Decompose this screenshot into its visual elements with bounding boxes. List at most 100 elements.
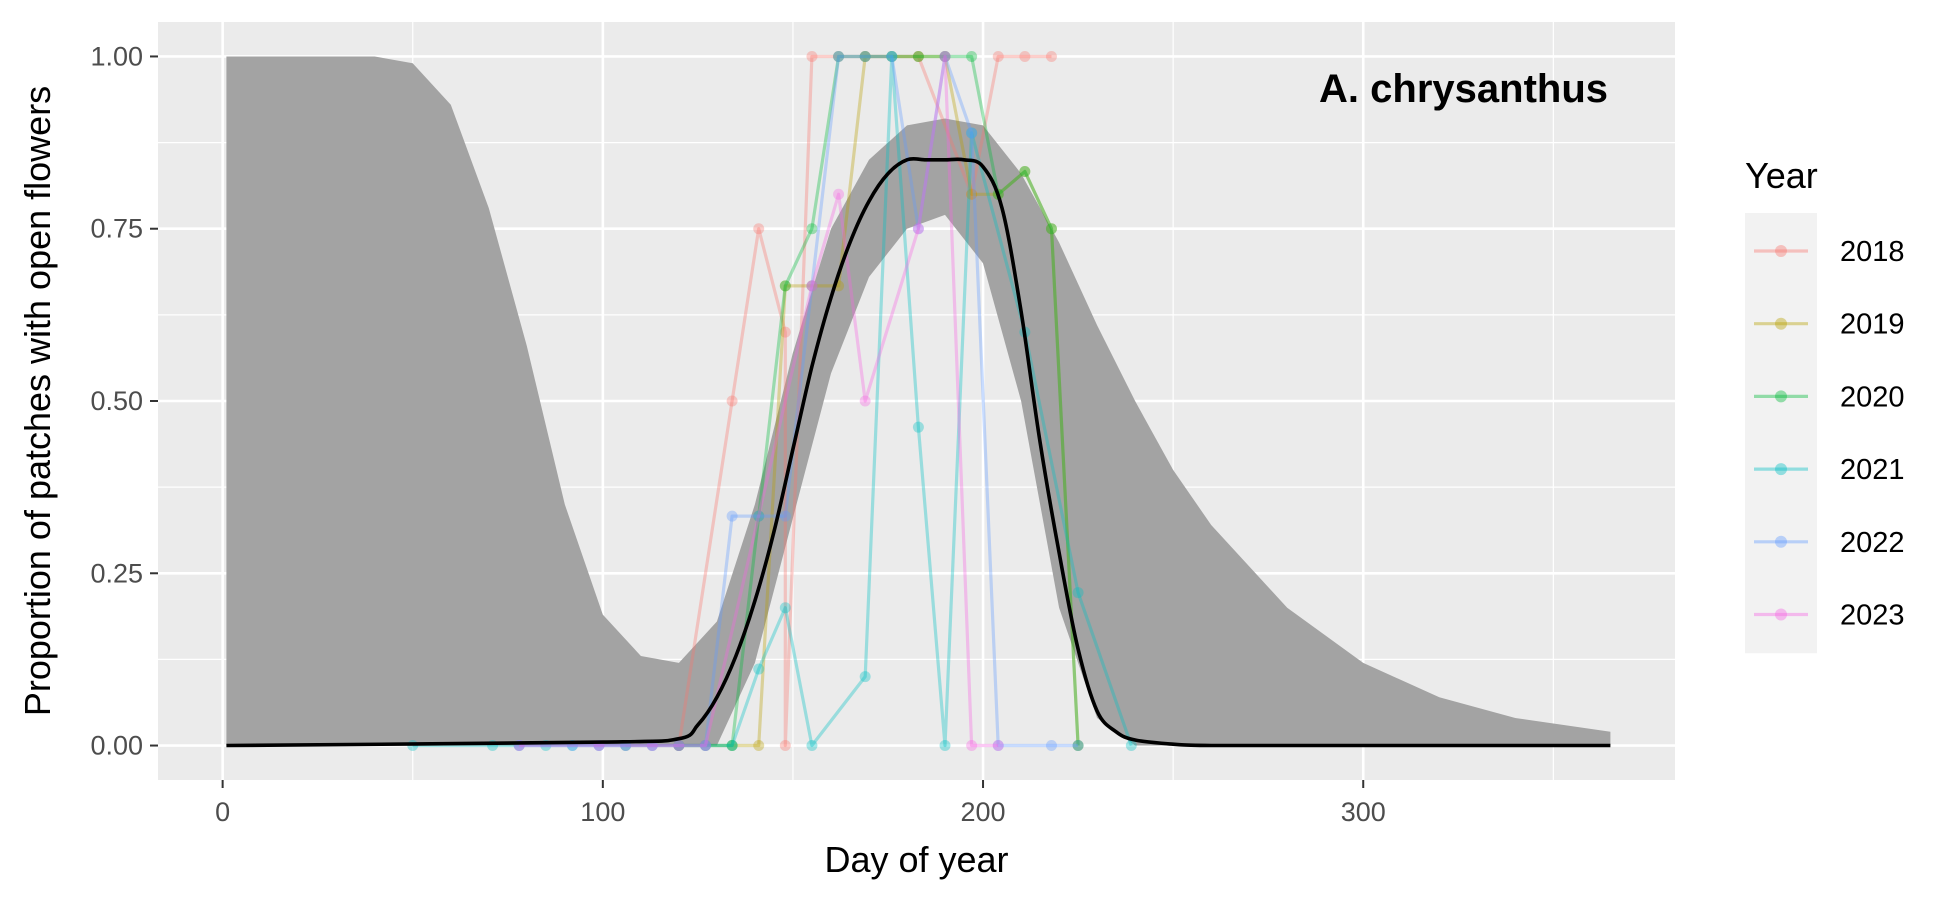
legend-key-background bbox=[1745, 213, 1817, 654]
y-tick-label: 0.75 bbox=[90, 214, 143, 244]
data-point-2021 bbox=[1125, 740, 1137, 752]
data-point-2022 bbox=[779, 510, 791, 522]
data-point-2018 bbox=[859, 50, 871, 62]
data-point-2020 bbox=[726, 740, 738, 752]
data-point-2019 bbox=[779, 280, 791, 292]
x-axis: 0 100 200 300 bbox=[215, 780, 1386, 827]
data-point-2020 bbox=[1045, 223, 1057, 235]
data-point-2020 bbox=[886, 50, 898, 62]
species-annotation: A. chrysanthus bbox=[1319, 67, 1608, 111]
data-point-2021 bbox=[966, 127, 978, 139]
data-point-2019 bbox=[726, 740, 738, 752]
x-axis-title: Day of year bbox=[824, 839, 1008, 880]
data-point-2019 bbox=[806, 280, 818, 292]
legend-label: 2021 bbox=[1840, 454, 1905, 486]
data-point-2022 bbox=[753, 510, 765, 522]
data-point-2018 bbox=[966, 188, 978, 200]
fit-line-layer bbox=[226, 156, 1611, 748]
y-tick-label: 0.00 bbox=[90, 731, 143, 761]
data-point-2020 bbox=[673, 740, 685, 752]
data-point-2020 bbox=[806, 223, 818, 235]
data-point-2022 bbox=[939, 50, 951, 62]
data-point-2019 bbox=[859, 50, 871, 62]
legend-key-point bbox=[1775, 463, 1787, 476]
data-point-2019 bbox=[966, 188, 978, 200]
data-point-2019 bbox=[1045, 223, 1057, 235]
data-point-2020 bbox=[859, 50, 871, 62]
confidence-ribbon bbox=[226, 56, 1611, 746]
data-point-2018 bbox=[673, 740, 685, 752]
x-tick-label: 200 bbox=[961, 797, 1006, 827]
data-point-2023 bbox=[992, 740, 1004, 752]
series-line-2023 bbox=[519, 54, 999, 748]
data-point-2020 bbox=[833, 50, 845, 62]
data-point-2019 bbox=[1072, 740, 1084, 752]
data-point-2022 bbox=[886, 50, 898, 62]
data-point-2019 bbox=[1019, 166, 1031, 178]
data-point-2018 bbox=[779, 326, 791, 338]
series-line-2018 bbox=[625, 54, 1052, 748]
data-point-2021 bbox=[886, 50, 898, 62]
x-tick-label: 0 bbox=[215, 797, 230, 827]
series-2019 bbox=[673, 50, 1084, 752]
legend-label: 2018 bbox=[1840, 236, 1905, 268]
data-point-2020 bbox=[779, 280, 791, 292]
data-point-2018 bbox=[1019, 50, 1031, 62]
data-point-2021 bbox=[939, 740, 951, 752]
legend-label: 2019 bbox=[1840, 309, 1905, 341]
legend-item-2018: 2018 bbox=[1754, 236, 1905, 268]
x-tick-label: 100 bbox=[580, 797, 625, 827]
data-point-2022 bbox=[673, 740, 685, 752]
legend-item-2023: 2023 bbox=[1754, 600, 1905, 632]
data-point-2019 bbox=[673, 740, 685, 752]
y-tick-label: 1.00 bbox=[90, 41, 143, 71]
legend-item-2021: 2021 bbox=[1754, 454, 1905, 486]
legend-key-point bbox=[1775, 317, 1787, 330]
data-point-2022 bbox=[806, 280, 818, 292]
series-line-2022 bbox=[519, 54, 1079, 748]
data-point-2023 bbox=[806, 280, 818, 292]
y-axis-title: Proportion of patches with open flowers bbox=[17, 86, 58, 716]
data-point-2018 bbox=[912, 50, 924, 62]
series-2018 bbox=[620, 50, 1057, 752]
data-point-2023 bbox=[673, 740, 685, 752]
data-point-2018 bbox=[726, 395, 738, 407]
data-point-2023 bbox=[833, 188, 845, 200]
data-point-2018 bbox=[753, 223, 765, 235]
data-point-2021 bbox=[699, 740, 711, 752]
fitted-curve bbox=[226, 156, 1611, 748]
legend-item-2019: 2019 bbox=[1754, 309, 1905, 341]
data-point-2019 bbox=[753, 740, 765, 752]
data-point-2023 bbox=[699, 740, 711, 752]
data-point-2018 bbox=[833, 50, 845, 62]
data-point-2022 bbox=[1072, 740, 1084, 752]
legend-key-point bbox=[1775, 390, 1787, 403]
data-point-2019 bbox=[886, 50, 898, 62]
data-point-2023 bbox=[966, 740, 978, 752]
legend-title: Year bbox=[1745, 155, 1818, 196]
data-point-2018 bbox=[779, 740, 791, 752]
y-tick-label: 0.50 bbox=[90, 386, 143, 416]
legend: Year 2018 2019 2020 2021 2022 2023 bbox=[1745, 155, 1905, 654]
data-point-2021 bbox=[673, 740, 685, 752]
legend-key-point bbox=[1775, 245, 1787, 257]
data-point-2020 bbox=[939, 50, 951, 62]
data-point-2022 bbox=[859, 50, 871, 62]
data-point-2022 bbox=[726, 510, 738, 522]
data-point-2020 bbox=[912, 50, 924, 62]
data-point-2020 bbox=[1072, 740, 1084, 752]
data-point-2023 bbox=[912, 223, 924, 235]
data-point-2020 bbox=[699, 740, 711, 752]
data-point-2022 bbox=[1045, 740, 1057, 752]
data-point-2022 bbox=[912, 223, 924, 235]
legend-item-2022: 2022 bbox=[1754, 527, 1905, 559]
series-line-2021 bbox=[412, 54, 1133, 748]
data-point-2022 bbox=[966, 127, 978, 139]
data-point-2022 bbox=[992, 740, 1004, 752]
series-line-2019 bbox=[678, 54, 1080, 748]
data-point-2020 bbox=[753, 510, 765, 522]
y-axis: 0.00 0.25 0.50 0.75 1.00 bbox=[90, 41, 158, 761]
legend-item-2020: 2020 bbox=[1754, 381, 1905, 413]
legend-label: 2023 bbox=[1840, 600, 1905, 632]
